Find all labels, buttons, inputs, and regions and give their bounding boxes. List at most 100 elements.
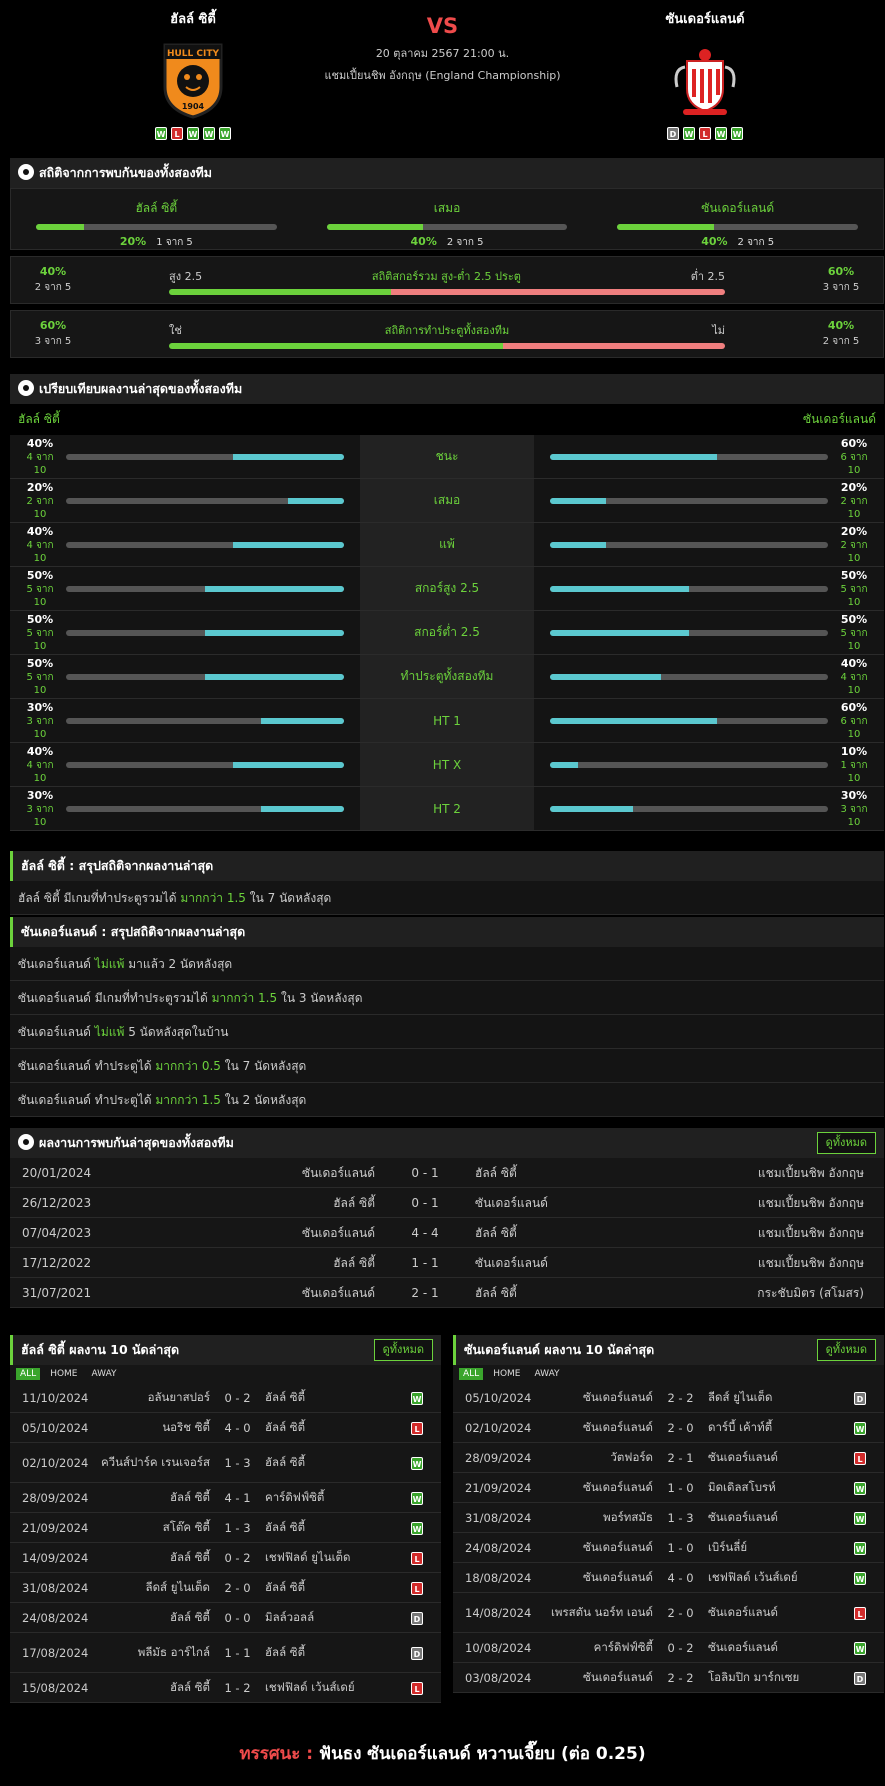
fixture-row[interactable]: 14/09/2024 ฮัลล์ ซิตี้ 0 - 2 เชฟฟิลด์ ยูไนเ… [10, 1543, 441, 1573]
fixture-home: ฮัลล์ ซิตี้ [169, 1680, 210, 1695]
h2h-col-label: ฮัลล์ ซิตี้ [135, 201, 178, 215]
fixture-row[interactable]: 02/10/2024 ควีนส์ปาร์ค เรนเจอร์ส 1 - 3 ฮัลล… [10, 1443, 441, 1483]
compare-away-side: 40% 4 จาก 10 [534, 655, 884, 698]
fixture-away: ฮัลล์ ซิตี้ [265, 1644, 306, 1659]
fixture-score: 1 - 3 [224, 1520, 251, 1535]
compare-home-stat: 50% 5 จาก 10 [20, 613, 60, 652]
fixture-row[interactable]: 24/08/2024 ซันเดอร์แลนด์ 1 - 0 เบิร์นลี่ย์ W [453, 1533, 884, 1563]
form-badge: L [171, 127, 183, 140]
fixture-row[interactable]: 28/09/2024 ฮัลล์ ซิตี้ 4 - 1 คาร์ดิฟฟ์ซิตี้… [10, 1483, 441, 1513]
compare-section: เปรียบเทียบผลงานล่าสุดของทั้งสองทีม ฮัลล… [10, 374, 884, 831]
fixture-row[interactable]: 21/09/2024 ซันเดอร์แลนด์ 1 - 0 มิดเดิลสโบรห… [453, 1473, 884, 1503]
verdict-label: ทรรศนะ : [239, 1744, 314, 1764]
form-badge: W [187, 127, 199, 140]
tab-all[interactable]: ALL [16, 1368, 41, 1380]
match-score: 4 - 4 [411, 1226, 439, 1240]
fixture-row[interactable]: 18/08/2024 ซันเดอร์แลนด์ 4 - 0 เชฟฟิลด์ เว้… [453, 1563, 884, 1593]
fixture-result: W [854, 1541, 884, 1555]
h2h-row[interactable]: 17/12/2022 ฮัลล์ ซิตี้ 1 - 1 ซันเดอร์แลนด์ แ… [10, 1248, 884, 1278]
compare-row: 40% 4 จาก 10 แพ้ 20% 2 จาก 10 [10, 523, 884, 567]
result-badge: W [854, 1421, 866, 1435]
h2h-row[interactable]: 07/04/2023 ซันเดอร์แลนด์ 4 - 4 ฮัลล์ ซิตี้ แ… [10, 1218, 884, 1248]
match-score: 0 - 1 [411, 1196, 439, 1210]
compare-home-of: 4 จาก 10 [26, 760, 54, 784]
tab-away[interactable]: AWAY [91, 1369, 117, 1379]
view-all-button[interactable]: ดูทั้งหมด [816, 1339, 876, 1361]
compare-row: 40% 4 จาก 10 ชนะ 60% 6 จาก 10 [10, 435, 884, 479]
soccer-ball-icon [18, 380, 34, 396]
result-badge: L [411, 1581, 423, 1595]
over-under-panel: 40% 2 จาก 5 สูง 2.5 สถิติสกอร์รวม สูง-ต่ำ … [10, 256, 884, 304]
fixture-row[interactable]: 31/08/2024 ลีดส์ ยูไนเต็ด 2 - 0 ฮัลล์ ซิตี้… [10, 1573, 441, 1603]
compare-away-side: 20% 2 จาก 10 [534, 523, 884, 566]
fixture-row[interactable]: 17/08/2024 พลีมัธ อาร์ไกล์ 1 - 1 ฮัลล์ ซิตี… [10, 1633, 441, 1673]
away-last10-tabs: ALL HOME AWAY [453, 1365, 884, 1383]
fixture-row[interactable]: 11/10/2024 อลันยาสปอร์ 0 - 2 ฮัลล์ ซิตี้ W [10, 1383, 441, 1413]
h2h-col-label: เสมอ [433, 201, 461, 215]
compare-away-bar [550, 761, 828, 768]
fixture-row[interactable]: 02/10/2024 ซันเดอร์แลนด์ 2 - 0 ดาร์บี้ เค้า… [453, 1413, 884, 1443]
fixture-row[interactable]: 05/10/2024 ซันเดอร์แลนด์ 2 - 2 ลีดส์ ยูไนเต… [453, 1383, 884, 1413]
fixture-away: เชฟฟิลด์ เว้นส์เดย์ [708, 1569, 798, 1584]
summary-line: ซันเดอร์แลนด์ มีเกมที่ทำประตูรวมได้ มากก… [10, 981, 884, 1015]
fixture-result: L [411, 1551, 441, 1565]
h2h-col-away: ซันเดอร์แลนด์ 40% 2 จาก 5 [617, 199, 859, 250]
compare-away-of: 5 จาก 10 [840, 628, 868, 652]
view-all-button[interactable]: ดูทั้งหมด [816, 1132, 876, 1154]
compare-row: 50% 5 จาก 10 สกอร์สูง 2.5 50% 5 จาก 10 [10, 567, 884, 611]
away-team-name: ซันเดอร์แลนด์ [665, 12, 745, 27]
fixture-score: 2 - 0 [667, 1420, 694, 1435]
fixture-away: ซันเดอร์แลนด์ [708, 1639, 778, 1654]
compare-away-bar [550, 673, 828, 680]
home-last10-section: ฮัลล์ ซิตี้ ผลงาน 10 นัดล่าสุด ดูทั้งหมด … [10, 1335, 441, 1703]
compare-home-bar [66, 453, 344, 460]
h2h-row[interactable]: 31/07/2021 ซันเดอร์แลนด์ 2 - 1 ฮัลล์ ซิตี้ ก… [10, 1278, 884, 1308]
h2h-row[interactable]: 26/12/2023 ฮัลล์ ซิตี้ 0 - 1 ซันเดอร์แลนด์ แ… [10, 1188, 884, 1218]
view-all-button[interactable]: ดูทั้งหมด [373, 1339, 433, 1361]
compare-home-side: 20% 2 จาก 10 [10, 479, 360, 522]
compare-teams: ฮัลล์ ซิตี้ ซันเดอร์แลนด์ [10, 404, 884, 435]
result-badge: D [854, 1671, 866, 1685]
sunderland-crest [665, 39, 745, 119]
compare-row: 30% 3 จาก 10 HT 1 60% 6 จาก 10 [10, 699, 884, 743]
compare-away-pct: 50% [840, 569, 868, 582]
tab-home[interactable]: HOME [50, 1369, 78, 1379]
compare-away-pct: 10% [840, 745, 868, 758]
fixture-date: 14/09/2024 [22, 1550, 89, 1565]
tab-home[interactable]: HOME [493, 1369, 521, 1379]
fixture-row[interactable]: 05/10/2024 นอริช ซิตี้ 4 - 0 ฮัลล์ ซิตี้ L [10, 1413, 441, 1443]
fixture-date: 21/09/2024 [465, 1480, 532, 1495]
fixture-row[interactable]: 10/08/2024 คาร์ดิฟฟ์ซิตี้ 0 - 2 ซันเดอร์แลน… [453, 1633, 884, 1663]
compare-home-stat: 40% 4 จาก 10 [20, 525, 60, 564]
compare-home-bar [66, 805, 344, 812]
fixture-row[interactable]: 03/08/2024 ซันเดอร์แลนด์ 2 - 2 โอลิมปิก มาร… [453, 1663, 884, 1693]
fixture-row[interactable]: 24/08/2024 ฮัลล์ ซิตี้ 0 - 0 มิลล์วอลล์ D [10, 1603, 441, 1633]
fixture-row[interactable]: 21/09/2024 สโต๊ค ซิตี้ 1 - 3 ฮัลล์ ซิตี้ W [10, 1513, 441, 1543]
result-badge: L [411, 1421, 423, 1435]
tab-away[interactable]: AWAY [534, 1369, 560, 1379]
fixture-row[interactable]: 31/08/2024 พอร์ทสมัธ 1 - 3 ซันเดอร์แลนด์ W [453, 1503, 884, 1533]
tab-all[interactable]: ALL [459, 1368, 484, 1380]
result-badge: L [854, 1451, 866, 1465]
compare-away-bar [550, 585, 828, 592]
h2h-row[interactable]: 20/01/2024 ซันเดอร์แลนด์ 0 - 1 ฮัลล์ ซิตี้ แ… [10, 1158, 884, 1188]
compare-home-side: 50% 5 จาก 10 [10, 611, 360, 654]
fixture-home: นอริช ซิตี้ [162, 1420, 210, 1435]
summary-highlight: มากกว่า 1.5 [211, 991, 278, 1005]
result-badge: W [411, 1391, 423, 1405]
fixture-date: 11/10/2024 [22, 1390, 89, 1405]
match-score: 2 - 1 [411, 1286, 439, 1300]
match-score: 0 - 1 [411, 1166, 439, 1180]
fixture-row[interactable]: 14/08/2024 เพรสตัน นอร์ท เอนด์ 2 - 0 ซันเดอ… [453, 1593, 884, 1633]
fixture-score: 1 - 0 [667, 1540, 694, 1555]
h2h-of: 2 จาก 5 [446, 237, 484, 248]
home-summary-lines: ฮัลล์ ซิตี้ มีเกมที่ทำประตูรวมได้ มากกว่… [10, 881, 884, 915]
fixture-result: L [854, 1606, 884, 1620]
compare-label: แพ้ [360, 523, 534, 566]
fixture-row[interactable]: 15/08/2024 ฮัลล์ ซิตี้ 1 - 2 เชฟฟิลด์ เว้นส… [10, 1673, 441, 1703]
h2h-of: 2 จาก 5 [737, 237, 775, 248]
fixture-row[interactable]: 28/09/2024 วัตฟอร์ด 2 - 1 ซันเดอร์แลนด์ L [453, 1443, 884, 1473]
compare-home-bar [66, 585, 344, 592]
